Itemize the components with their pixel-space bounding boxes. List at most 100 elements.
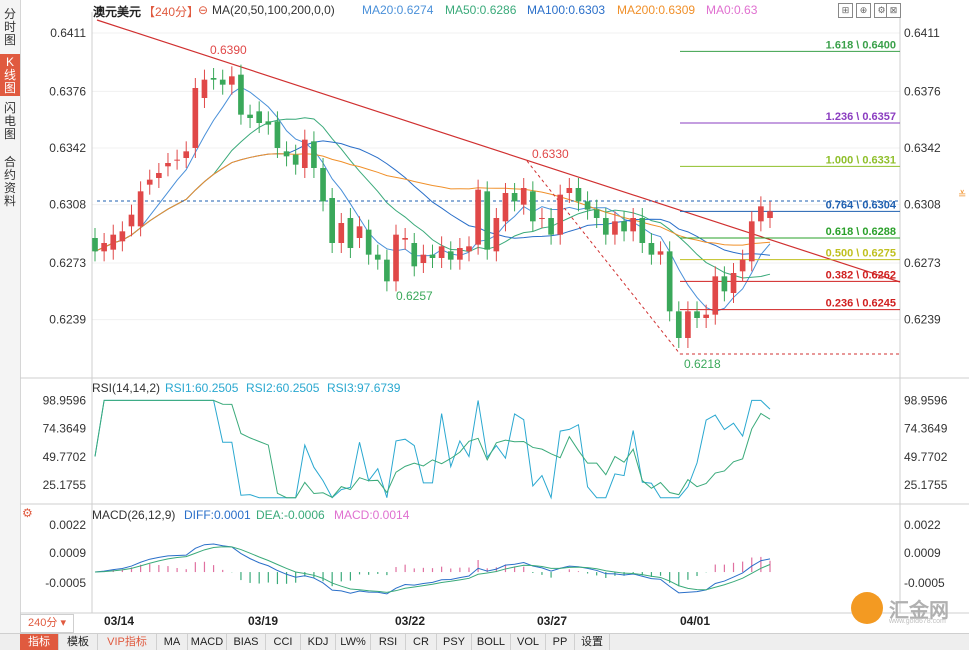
high-label: 0.6390 [210, 43, 247, 57]
tab-vip[interactable]: VIP指标 [98, 634, 157, 650]
candle-body [402, 238, 408, 240]
tab-lw[interactable]: LW% [336, 634, 371, 650]
tab-indicators[interactable]: 指标 [20, 634, 59, 650]
candle-body [137, 191, 144, 227]
tab-bias[interactable]: BIAS [227, 634, 266, 650]
refresh-icon[interactable]: ⊖ [198, 3, 209, 17]
fib-level-label: 0.764 \ 0.6304 [826, 199, 897, 211]
rsi-lines [94, 399, 771, 500]
candle-body [301, 139, 308, 168]
candle-body [393, 234, 399, 282]
ma-title: MA(20,50,100,200,0,0) [212, 3, 335, 17]
candle-body [411, 243, 418, 267]
rsi-tick-left: 25.1755 [43, 478, 87, 492]
price-tick-right: 0.6239 [904, 313, 941, 327]
sidebar-item-contract-info[interactable]: 合 约 资 料 [0, 156, 20, 210]
candle-body [101, 243, 107, 252]
low-label: 0.6218 [684, 357, 721, 371]
macd-value: MACD:0.0014 [334, 508, 410, 522]
sidebar-item-label: 资 [3, 181, 16, 195]
sidebar-item-timeshare[interactable]: 分 时 图 [0, 8, 20, 48]
tab-cci[interactable]: CCI [266, 634, 301, 650]
tab-macd[interactable]: MACD [188, 634, 227, 650]
tab-kdj[interactable]: KDJ [301, 634, 336, 650]
candle-body [347, 218, 354, 248]
candle-body [657, 251, 664, 255]
candle-body [539, 218, 545, 219]
rsi-tick-right: 25.1755 [904, 478, 948, 492]
moving-average-line [94, 140, 771, 256]
candle-body [511, 193, 518, 202]
tab-psy[interactable]: PSY [437, 634, 472, 650]
candle-body [420, 254, 427, 263]
symbol-title: 澳元美元 [93, 5, 142, 19]
macd-settings-icon[interactable]: ⚙ [22, 506, 33, 520]
candle-body [675, 311, 682, 338]
candle-body [356, 226, 363, 238]
candle-body [192, 88, 199, 148]
candle-body [92, 238, 98, 252]
period-selector[interactable]: 240分 ▾ [20, 614, 74, 633]
sidebar-item-kline[interactable]: K 线 图 [0, 54, 20, 96]
price-tick-right: 0.6273 [904, 256, 941, 270]
sidebar-item-label: 电 [3, 114, 16, 128]
price-marker-icon: ≚ [958, 189, 966, 201]
tab-pp[interactable]: PP [546, 634, 575, 650]
ma0-value: MA0:0.63 [706, 3, 758, 17]
tab-settings[interactable]: 设置 [575, 634, 610, 650]
candle-body [712, 276, 719, 315]
date-tick: 03/19 [248, 614, 278, 628]
close-icon[interactable]: ⊠ [886, 3, 901, 18]
candle-body [146, 179, 153, 185]
candle-body [228, 76, 235, 85]
candle-body [739, 259, 746, 272]
rsi-tick-right: 74.3649 [904, 422, 948, 436]
sidebar-item-label: 分 [3, 7, 16, 21]
macd-dea-line [94, 546, 771, 593]
candle-body [748, 221, 755, 262]
trend-lines [96, 19, 901, 355]
price-tick-right: 0.6376 [904, 84, 941, 98]
tab-ma[interactable]: MA [157, 634, 188, 650]
fit-icon[interactable]: ⊞ [838, 3, 853, 18]
period-label[interactable]: 【240分】 [143, 5, 200, 19]
logo-icon [851, 592, 883, 624]
rsi-line [94, 399, 771, 499]
kline-chart[interactable]: 1.618 \ 0.6400 1.236 \ 0.6357 1.000 \ 0.63… [0, 0, 969, 633]
candle-body [374, 254, 381, 260]
candle-body [694, 311, 700, 318]
candle-body [630, 218, 637, 232]
tab-rsi[interactable]: RSI [371, 634, 406, 650]
ma20-value: MA20:0.6274 [362, 3, 434, 17]
rsi-title: RSI(14,14,2) [92, 381, 161, 395]
tab-templates[interactable]: 模板 [59, 634, 98, 650]
candle-body [758, 206, 764, 222]
candle-body [484, 191, 491, 250]
candle-body [438, 246, 445, 258]
macd-diff-line [94, 543, 771, 595]
candle-body [566, 188, 573, 193]
candle-body [530, 191, 536, 222]
low-label: 0.6257 [396, 289, 433, 303]
rsi3-value: RSI3:97.6739 [327, 381, 401, 395]
candle-body [320, 168, 326, 202]
ma200-value: MA200:0.6309 [617, 3, 696, 17]
sidebar-item-label: 图 [3, 127, 16, 141]
moving-average-line [94, 153, 771, 252]
price-tick-left: 0.6376 [49, 84, 86, 98]
tab-boll[interactable]: BOLL [472, 634, 511, 650]
sidebar-item-label: 图 [3, 33, 16, 47]
sidebar-item-label: 合 [3, 155, 16, 169]
zoom-in-icon[interactable]: ⊕ [856, 3, 871, 18]
tab-cr[interactable]: CR [406, 634, 437, 650]
candle-body [575, 188, 582, 202]
candle-body [475, 189, 481, 245]
rsi1-value: RSI1:60.2505 [165, 381, 239, 395]
tab-vol[interactable]: VOL [511, 634, 546, 650]
macd-tick-left: 0.0022 [49, 518, 86, 532]
grid-lines [92, 32, 900, 321]
sidebar-item-lightning[interactable]: 闪 电 图 [0, 102, 20, 142]
sidebar-item-label: 约 [3, 168, 16, 182]
candle-body [174, 159, 180, 161]
candle-body [685, 311, 691, 338]
